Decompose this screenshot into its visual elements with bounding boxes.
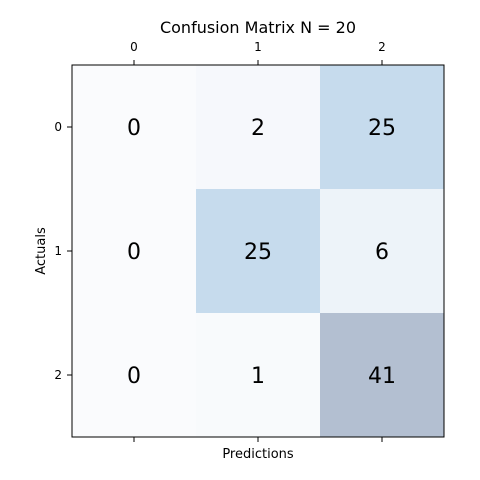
- heatmap-cell-1-2: [320, 189, 444, 313]
- x-tick-label-0: 0: [130, 40, 138, 54]
- y-axis-label: Actuals: [34, 227, 49, 275]
- chart-title: Confusion Matrix N = 20: [160, 18, 356, 37]
- x-axis-label: Predictions: [222, 447, 294, 462]
- cell-value-label-2-1: 1: [251, 364, 265, 389]
- y-axis-ticks: 0 1 2: [54, 120, 72, 382]
- cell-value-label-1-2: 6: [375, 240, 389, 265]
- x-tick-label-1: 1: [254, 40, 262, 54]
- cell-value-label-2-0: 0: [127, 364, 141, 389]
- x-axis-ticks: 0 1 2: [130, 40, 386, 442]
- heatmap-cell-1-1: [196, 189, 320, 313]
- cell-value-label-2-2: 41: [368, 364, 396, 389]
- y-tick-label-1: 1: [54, 244, 62, 258]
- cell-value-label-0-2: 25: [368, 116, 396, 141]
- cell-value-label-1-0: 0: [127, 240, 141, 265]
- heatmap-cell-0-2: [320, 65, 444, 189]
- cell-value-label-0-0: 0: [127, 116, 141, 141]
- y-tick-label-2: 2: [54, 368, 62, 382]
- heatmap-cell-2-0: [72, 313, 196, 437]
- heatmap-cells: 0 2 25 0 25 6 0 1 41: [72, 65, 444, 437]
- heatmap-cell-2-2: [320, 313, 444, 437]
- heatmap-cell-0-1: [196, 65, 320, 189]
- heatmap-cell-0-0: [72, 65, 196, 189]
- heatmap-cell-1-0: [72, 189, 196, 313]
- cell-value-label-0-1: 2: [251, 116, 265, 141]
- x-tick-label-2: 2: [378, 40, 386, 54]
- heatmap-cell-2-1: [196, 313, 320, 437]
- y-tick-label-0: 0: [54, 120, 62, 134]
- cell-value-label-1-1: 25: [244, 240, 272, 265]
